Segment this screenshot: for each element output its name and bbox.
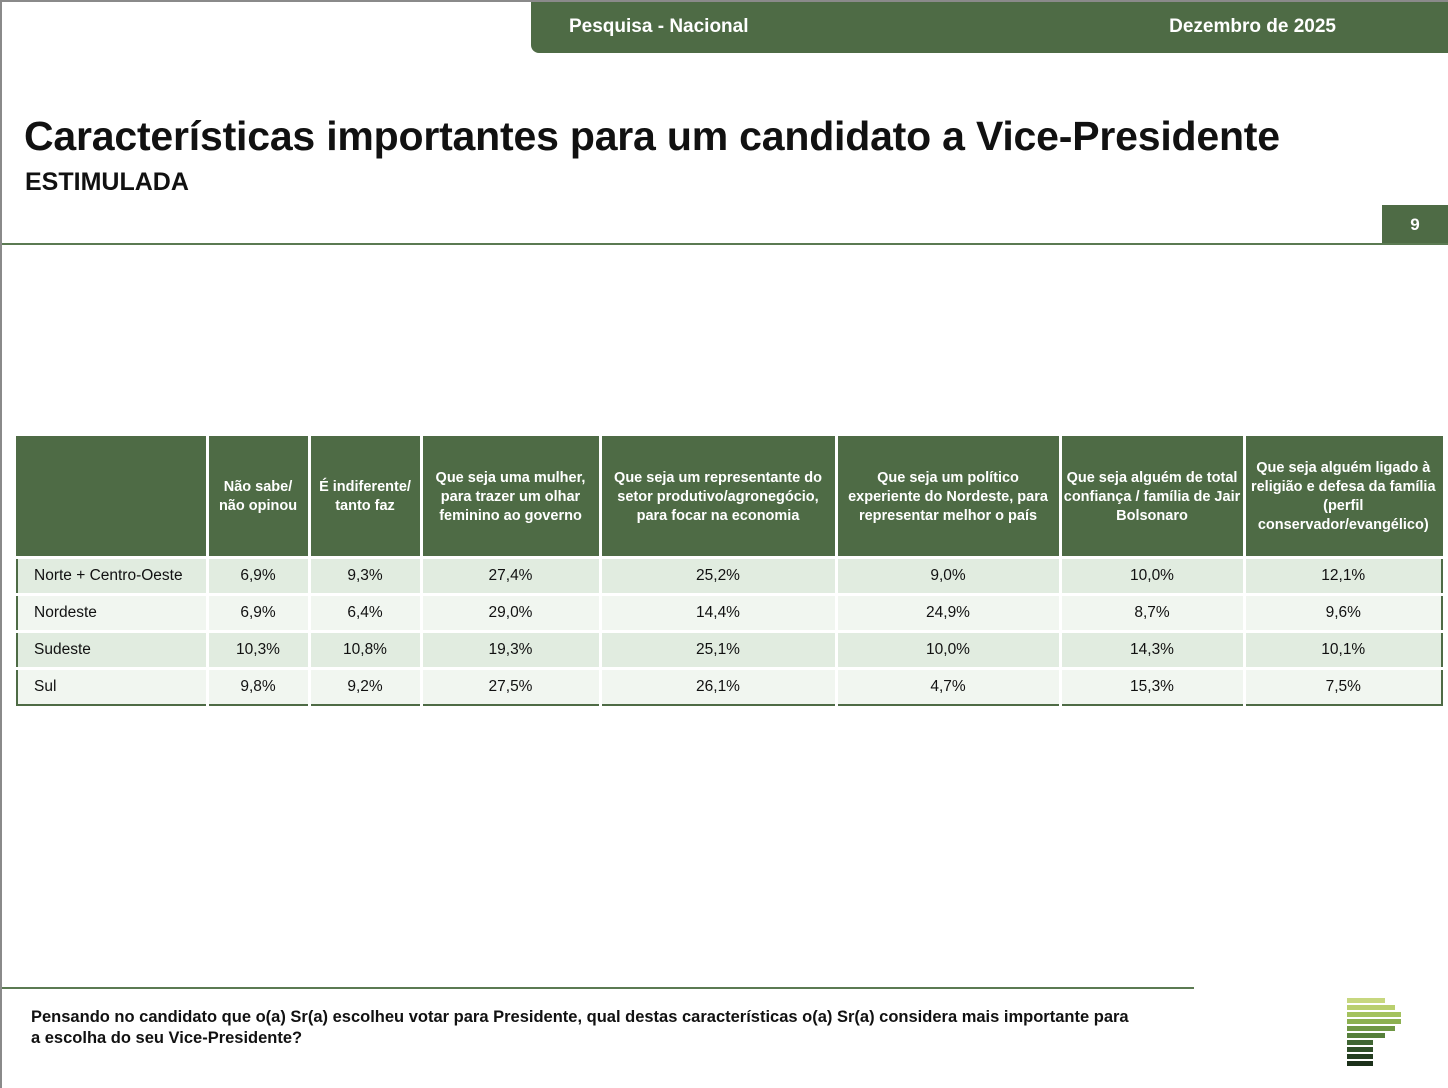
column-header-region (17, 437, 207, 558)
row-label: Sudeste (17, 630, 207, 669)
top-banner: Pesquisa - Nacional Dezembro de 2025 (531, 2, 1448, 53)
table-cell: 26,1% (598, 667, 836, 705)
page-title: Características importantes para um cand… (24, 113, 1280, 159)
table-cell: 6,4% (307, 593, 421, 632)
table-cell: 25,2% (598, 556, 836, 595)
frame-top-border (0, 0, 1448, 2)
table-cell: 27,5% (419, 667, 600, 705)
table-cell: 9,8% (205, 667, 309, 705)
table-cell: 19,3% (419, 630, 600, 669)
row-label: Norte + Centro-Oeste (17, 556, 207, 595)
column-header-indiferente: É indiferente/ tanto faz (307, 437, 421, 558)
table-cell: 14,3% (1058, 630, 1244, 669)
frame-left-border (0, 0, 2, 1088)
column-header-bolsonaro: Que seja alguém de total confiança / fam… (1058, 437, 1244, 558)
table-cell: 9,0% (834, 556, 1060, 595)
column-header-setor-produtivo: Que seja um representante do setor produ… (598, 437, 836, 558)
table-header-row: Não sabe/ não opinou É indiferente/ tant… (17, 437, 1442, 558)
table-cell: 15,3% (1058, 667, 1244, 705)
table-cell: 12,1% (1242, 556, 1442, 595)
table-row: Sul 9,8% 9,2% 27,5% 26,1% 4,7% 15,3% 7,5… (17, 667, 1442, 705)
table-row: Nordeste 6,9% 6,4% 29,0% 14,4% 24,9% 8,7… (17, 593, 1442, 632)
table-cell: 8,7% (1058, 593, 1244, 632)
survey-scope-label: Pesquisa - Nacional (569, 16, 749, 37)
row-label: Nordeste (17, 593, 207, 632)
table-cell: 9,3% (307, 556, 421, 595)
brand-logo-icon (1347, 998, 1401, 1066)
table-cell: 29,0% (419, 593, 600, 632)
table-cell: 24,9% (834, 593, 1060, 632)
table-cell: 6,9% (205, 593, 309, 632)
table-cell: 10,3% (205, 630, 309, 669)
table-cell: 10,1% (1242, 630, 1442, 669)
page-number-badge: 9 (1382, 205, 1448, 244)
table-cell: 10,0% (834, 630, 1060, 669)
column-header-religiao: Que seja alguém ligado à religião e defe… (1242, 437, 1442, 558)
table-cell: 10,0% (1058, 556, 1244, 595)
table-row: Sudeste 10,3% 10,8% 19,3% 25,1% 10,0% 14… (17, 630, 1442, 669)
survey-question: Pensando no candidato que o(a) Sr(a) esc… (31, 1008, 1129, 1047)
table-cell: 9,6% (1242, 593, 1442, 632)
survey-date-label: Dezembro de 2025 (1169, 16, 1336, 37)
table-cell: 7,5% (1242, 667, 1442, 705)
header-divider (2, 243, 1448, 245)
column-header-nao-sabe: Não sabe/ não opinou (205, 437, 309, 558)
footer-divider (2, 987, 1194, 989)
table-cell: 14,4% (598, 593, 836, 632)
table-cell: 6,9% (205, 556, 309, 595)
table-cell: 4,7% (834, 667, 1060, 705)
page-subtitle: ESTIMULADA (25, 168, 189, 196)
table-row: Norte + Centro-Oeste 6,9% 9,3% 27,4% 25,… (17, 556, 1442, 595)
table-cell: 27,4% (419, 556, 600, 595)
row-label: Sul (17, 667, 207, 705)
table-cell: 9,2% (307, 667, 421, 705)
column-header-mulher: Que seja uma mulher, para trazer um olha… (419, 437, 600, 558)
results-table: Não sabe/ não opinou É indiferente/ tant… (16, 436, 1443, 706)
table-cell: 25,1% (598, 630, 836, 669)
column-header-nordeste: Que seja um político experiente do Norde… (834, 437, 1060, 558)
table-cell: 10,8% (307, 630, 421, 669)
